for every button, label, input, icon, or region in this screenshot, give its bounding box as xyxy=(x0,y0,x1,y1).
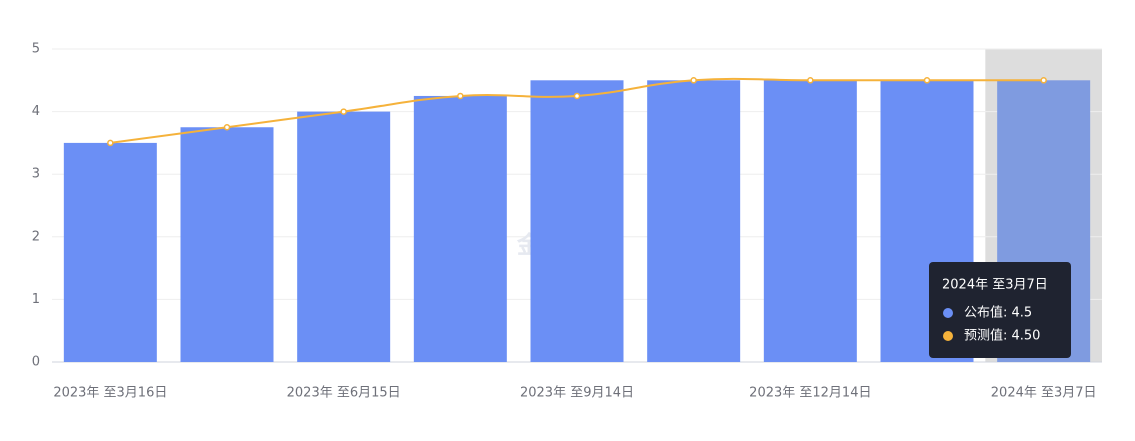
tooltip-title: 2024年 至3月7日 xyxy=(942,278,1048,293)
bar xyxy=(63,142,157,362)
line-point xyxy=(223,124,231,131)
x-tick-label: 2023年 至12月14日 xyxy=(749,386,871,401)
line-point xyxy=(807,77,814,84)
x-tick-label: 2023年 至9月14日 xyxy=(520,386,634,401)
line-point xyxy=(107,139,114,147)
bar xyxy=(530,80,624,363)
bar xyxy=(180,127,274,362)
tooltip-item: 公布值: 4.5 xyxy=(964,305,1032,321)
line-point xyxy=(690,77,697,84)
x-tick-label: 2023年 至6月15日 xyxy=(287,386,401,401)
x-tick-label: 2024年 至3月7日 xyxy=(991,386,1097,401)
tooltip-box xyxy=(929,262,1071,358)
y-tick-label: 2 xyxy=(32,229,40,244)
line-point xyxy=(340,108,347,115)
y-tick-label: 3 xyxy=(32,167,40,182)
y-tick-label: 0 xyxy=(32,355,40,370)
y-tick-label: 5 xyxy=(32,42,40,57)
y-tick-label: 1 xyxy=(32,292,40,307)
tooltip-dot xyxy=(943,331,953,341)
tooltip-item: 预测值: 4.50 xyxy=(964,328,1040,344)
line-point xyxy=(923,77,931,84)
tooltip-dot xyxy=(943,308,953,318)
bar xyxy=(413,95,507,362)
line-point xyxy=(573,92,581,100)
x-tick-label: 2023年 至3月16日 xyxy=(53,386,167,401)
line-point xyxy=(1040,77,1047,84)
bar xyxy=(763,80,857,363)
bar xyxy=(297,111,391,362)
y-tick-label: 4 xyxy=(32,104,40,119)
bar xyxy=(647,80,741,363)
line-point xyxy=(457,92,464,100)
